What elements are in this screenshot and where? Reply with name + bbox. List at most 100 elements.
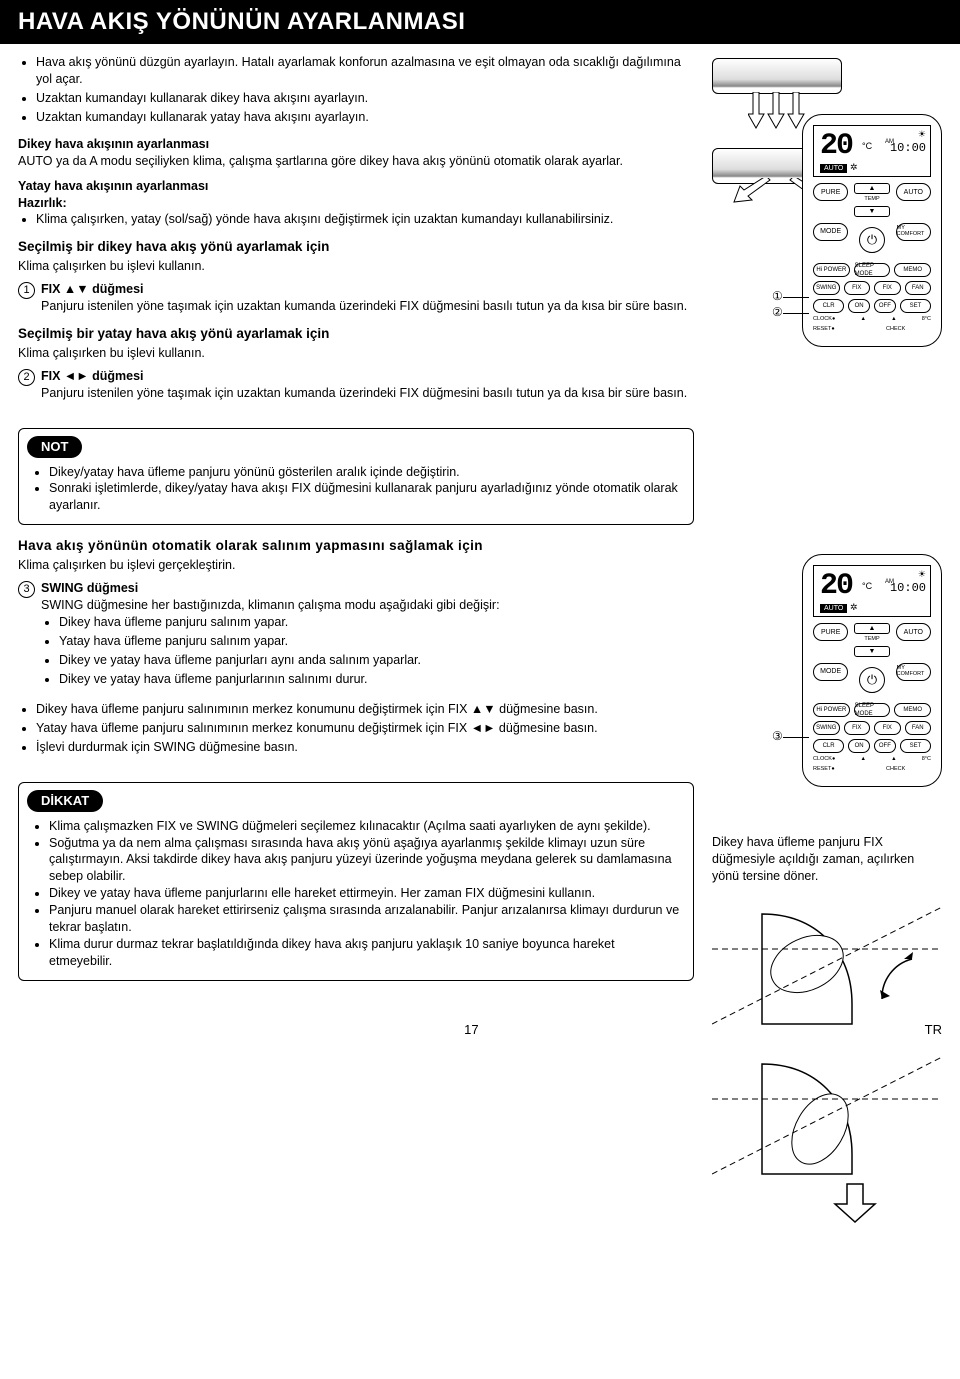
sleep-button[interactable]: SLEEP MODE xyxy=(854,263,891,277)
fix-vertical-button[interactable]: FIX xyxy=(844,721,871,735)
clock-label: CLOCK● xyxy=(813,316,835,323)
auto-button[interactable]: AUTO xyxy=(896,183,931,201)
fan-icon: ✲ xyxy=(850,161,858,173)
set-button[interactable]: SET xyxy=(900,299,931,313)
fan-button[interactable]: FAN xyxy=(905,281,932,295)
clr-button[interactable]: CLR xyxy=(813,739,844,753)
temp-up-button[interactable]: ▲ xyxy=(854,623,889,634)
clr-button[interactable]: CLR xyxy=(813,299,844,313)
lcd-mode: AUTO xyxy=(820,164,847,173)
fan-button[interactable]: FAN xyxy=(905,721,932,735)
not-item: Dikey/yatay hava üfleme panjuru yönünü g… xyxy=(49,464,681,481)
power-button[interactable]: ⏻ xyxy=(859,227,885,253)
auto-button[interactable]: AUTO xyxy=(896,623,931,641)
step-2: 2 FIX ◄► düğmesi Panjuru istenilen yöne … xyxy=(18,368,694,402)
step-3: 3 SWING düğmesi SWING düğmesine her bast… xyxy=(18,580,694,697)
mode-button[interactable]: MODE xyxy=(813,223,848,241)
right-note: Dikey hava üfleme panjuru FIX düğmesiyle… xyxy=(712,834,942,885)
sleep-button[interactable]: SLEEP MODE xyxy=(854,703,891,717)
memo-button[interactable]: MEMO xyxy=(894,703,931,717)
off-arrow-icon: ▲ xyxy=(891,316,896,323)
dikkat-item: Soğutma ya da nem alma çalışması sırasın… xyxy=(49,835,681,886)
mode-button[interactable]: MODE xyxy=(813,663,848,681)
dikkat-box: DİKKAT Klima çalışmazken FIX ve SWING dü… xyxy=(18,782,694,980)
step3-item: Dikey ve yatay hava üfleme panjurları ay… xyxy=(59,652,694,669)
off-button[interactable]: OFF xyxy=(874,299,896,313)
after-swing-item: İşlevi durdurmak için SWING düğmesine ba… xyxy=(36,739,694,756)
sec-yatay-head: Seçilmiş bir yatay hava akış yönü ayarla… xyxy=(18,325,694,343)
on-arrow-icon: ▲ xyxy=(860,756,865,763)
step1-body: Panjuru istenilen yöne taşımak için uzak… xyxy=(41,298,694,315)
on-button[interactable]: ON xyxy=(848,299,870,313)
off-button[interactable]: OFF xyxy=(874,739,896,753)
remote-control-1: ☀ 20 °C AM 10:00 AUTO ✲ PURE ▲ TEMP ▼ xyxy=(802,114,942,346)
remote-lcd: ☀ 20 °C AM 10:00 AUTO ✲ xyxy=(813,125,931,177)
after-swing-item: Dikey hava üfleme panjuru salınımının me… xyxy=(36,701,694,718)
temp-up-button[interactable]: ▲ xyxy=(854,183,889,194)
ac-unit-vertical-illustration xyxy=(712,58,872,118)
temp-down-button[interactable]: ▼ xyxy=(854,206,889,217)
lcd-unit: °C xyxy=(862,580,872,592)
swing-button[interactable]: SWING xyxy=(813,721,840,735)
8c-label: 8°C xyxy=(922,756,931,763)
step1-label: FIX ▲▼ düğmesi xyxy=(41,281,694,298)
footer-page: 17 xyxy=(464,1021,478,1039)
dikey-head: Dikey hava akışının ayarlanması xyxy=(18,136,694,153)
sec-dikey-head: Seçilmiş bir dikey hava akış yönü ayarla… xyxy=(18,238,694,256)
callout-3: ③ xyxy=(772,728,809,744)
not-list: Dikey/yatay hava üfleme panjuru yönünü g… xyxy=(31,464,681,515)
fix-horizontal-button[interactable]: FIX xyxy=(874,281,901,295)
lcd-time: 10:00 xyxy=(890,580,926,596)
hazirlik-item: Klima çalışırken, yatay (sol/sağ) yönde … xyxy=(36,211,694,228)
remote-lcd: ☀ 20 °C AM 10:00 AUTO ✲ xyxy=(813,565,931,617)
hazirlik: Hazırlık: xyxy=(18,195,694,212)
off-arrow-icon: ▲ xyxy=(891,756,896,763)
step-number-2: 2 xyxy=(18,369,35,386)
hipower-button[interactable]: Hi POWER xyxy=(813,263,850,277)
sec-dikey-sub: Klima çalışırken bu işlevi kullanın. xyxy=(18,258,694,275)
swing-button[interactable]: SWING xyxy=(813,281,840,295)
step3-item: Yatay hava üfleme panjuru salınım yapar. xyxy=(59,633,694,650)
step-number-1: 1 xyxy=(18,282,35,299)
mycomfort-button[interactable]: MY COMFORT xyxy=(896,663,931,681)
oto-sub: Klima çalışırken bu işlevi gerçekleştiri… xyxy=(18,557,694,574)
dikkat-item: Klima durur durmaz tekrar başlatıldığınd… xyxy=(49,936,681,970)
lcd-mode: AUTO xyxy=(820,604,847,613)
on-button[interactable]: ON xyxy=(848,739,870,753)
pure-button[interactable]: PURE xyxy=(813,623,848,641)
callout-1: ① xyxy=(772,288,809,304)
fan-icon: ✲ xyxy=(850,601,858,613)
intro-item: Hava akış yönünü düzgün ayarlayın. Hatal… xyxy=(36,54,694,88)
sun-icon: ☀ xyxy=(918,568,926,580)
lcd-time: 10:00 xyxy=(890,140,926,156)
dikkat-item: Panjuru manuel olarak hareket ettirirsen… xyxy=(49,902,681,936)
step3-intro: SWING düğmesine her bastığınızda, kliman… xyxy=(41,597,694,614)
set-button[interactable]: SET xyxy=(900,739,931,753)
step2-label: FIX ◄► düğmesi xyxy=(41,368,694,385)
power-button[interactable]: ⏻ xyxy=(859,667,885,693)
step3-label: SWING düğmesi xyxy=(41,580,694,597)
not-pill: NOT xyxy=(27,436,82,458)
mycomfort-button[interactable]: MY COMFORT xyxy=(896,223,931,241)
reset-label: RESET● xyxy=(813,326,835,333)
intro-item: Uzaktan kumandayı kullanarak dikey hava … xyxy=(36,90,694,107)
temp-down-button[interactable]: ▼ xyxy=(854,646,889,657)
step3-item: Dikey hava üfleme panjuru salınım yapar. xyxy=(59,614,694,631)
clock-label: CLOCK● xyxy=(813,756,835,763)
oto-head: Hava akış yönünün otomatik olarak salını… xyxy=(18,537,694,555)
sun-icon: ☀ xyxy=(918,128,926,140)
fix-vertical-button[interactable]: FIX xyxy=(844,281,871,295)
fix-horizontal-button[interactable]: FIX xyxy=(874,721,901,735)
step-1: 1 FIX ▲▼ düğmesi Panjuru istenilen yöne … xyxy=(18,281,694,315)
step2-body: Panjuru istenilen yöne taşımak için uzak… xyxy=(41,385,694,402)
callout-2: ② xyxy=(772,304,809,320)
lcd-temp: 20 xyxy=(820,126,852,167)
memo-button[interactable]: MEMO xyxy=(894,263,931,277)
hipower-button[interactable]: Hi POWER xyxy=(813,703,850,717)
after-swing-item: Yatay hava üfleme panjuru salınımının me… xyxy=(36,720,694,737)
step3-list: Dikey hava üfleme panjuru salınım yapar.… xyxy=(41,614,694,688)
pure-button[interactable]: PURE xyxy=(813,183,848,201)
dikkat-list: Klima çalışmazken FIX ve SWING düğmeleri… xyxy=(31,818,681,970)
not-box: NOT Dikey/yatay hava üfleme panjuru yönü… xyxy=(18,428,694,525)
temp-label: TEMP xyxy=(854,196,889,203)
